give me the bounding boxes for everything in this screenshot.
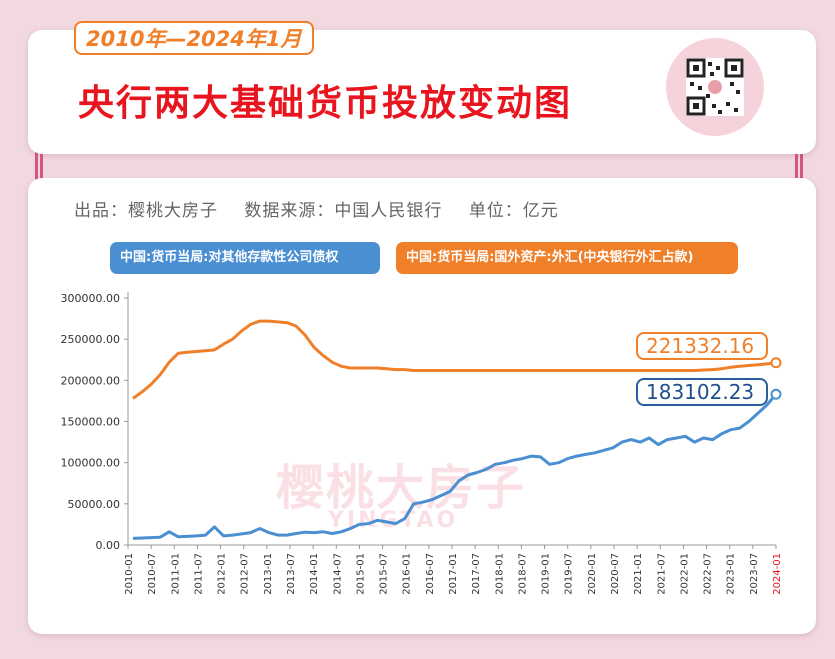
x-tick-label: 2014-07 xyxy=(332,553,343,595)
date-range-tag: 2010年—2024年1月 xyxy=(74,21,314,55)
x-tick-label: 2022-07 xyxy=(703,553,714,595)
title-card: 2010年—2024年1月 央行两大基础货币投放变动图 xyxy=(28,21,816,154)
series-line-orange xyxy=(132,319,777,400)
x-tick-label: 2024-01 xyxy=(772,553,783,595)
orange-last-value-callout: 221332.16 xyxy=(636,332,768,360)
x-tick-label: 2011-01 xyxy=(170,553,181,595)
page-title: 央行两大基础货币投放变动图 xyxy=(78,83,573,124)
x-tick-label: 2019-01 xyxy=(541,553,552,595)
x-tick-label: 2018-01 xyxy=(494,553,505,595)
x-tick-label: 2022-01 xyxy=(679,553,690,595)
source-label: 数据来源：中国人民银行 xyxy=(244,201,443,221)
y-tick-label: 150000.00 xyxy=(61,416,121,429)
y-tick-label: 250000.00 xyxy=(61,333,121,346)
x-tick-label: 2015-07 xyxy=(379,553,390,595)
x-tick-label: 2019-07 xyxy=(564,553,575,595)
y-tick-label: 0.00 xyxy=(96,539,121,552)
x-tick-label: 2018-07 xyxy=(517,553,528,595)
x-tick-label: 2013-01 xyxy=(263,553,274,595)
y-tick-label: 50000.00 xyxy=(68,498,121,511)
x-tick-label: 2023-01 xyxy=(726,553,737,595)
x-tick-label: 2017-07 xyxy=(471,553,482,595)
end-marker-orange xyxy=(770,357,782,369)
credits-line: 出品：樱桃大房子 数据来源：中国人民银行 单位：亿元 xyxy=(74,196,579,221)
x-tick-label: 2023-07 xyxy=(749,553,760,595)
x-tick-label: 2013-07 xyxy=(286,553,297,595)
x-tick-label: 2012-01 xyxy=(217,553,228,595)
x-tick-label: 2021-07 xyxy=(656,553,667,595)
x-tick-label: 2016-01 xyxy=(402,553,413,595)
qr-badge xyxy=(666,38,764,136)
y-tick-label: 300000.00 xyxy=(61,292,121,305)
y-tick-label: 100000.00 xyxy=(61,457,121,470)
qr-code-icon xyxy=(686,58,744,116)
x-tick-label: 2012-07 xyxy=(240,553,251,595)
x-tick-label: 2011-07 xyxy=(193,553,204,595)
y-tick-label: 200000.00 xyxy=(61,374,121,387)
x-tick-label: 2017-01 xyxy=(448,553,459,595)
x-tick-label: 2021-01 xyxy=(633,553,644,595)
series-line-blue xyxy=(132,393,778,540)
line-chart: 0.00 50000.00 100000.00 150000.00 200000.00 2… xyxy=(61,292,783,595)
legend-blue: 中国:货币当局:对其他存款性公司债权 xyxy=(110,242,380,274)
x-tick-label: 2010-01 xyxy=(124,553,135,595)
x-tick-label: 2010-07 xyxy=(147,553,158,595)
chart-card: 出品：樱桃大房子 数据来源：中国人民银行 单位：亿元 中国:货币当局:对其他存款… xyxy=(28,178,816,634)
legend-orange: 中国:货币当局:国外资产:外汇(中央银行外汇占款) xyxy=(396,242,738,274)
x-tick-label: 2015-01 xyxy=(355,553,366,595)
x-tick-label: 2014-01 xyxy=(309,553,320,595)
producer-label: 出品：樱桃大房子 xyxy=(74,201,218,221)
blue-last-value-callout: 183102.23 xyxy=(636,378,768,406)
x-tick-label: 2016-07 xyxy=(425,553,436,595)
unit-label: 单位：亿元 xyxy=(468,201,559,221)
x-tick-label: 2020-07 xyxy=(610,553,621,595)
end-marker-blue xyxy=(770,388,782,400)
x-tick-label: 2020-01 xyxy=(587,553,598,595)
